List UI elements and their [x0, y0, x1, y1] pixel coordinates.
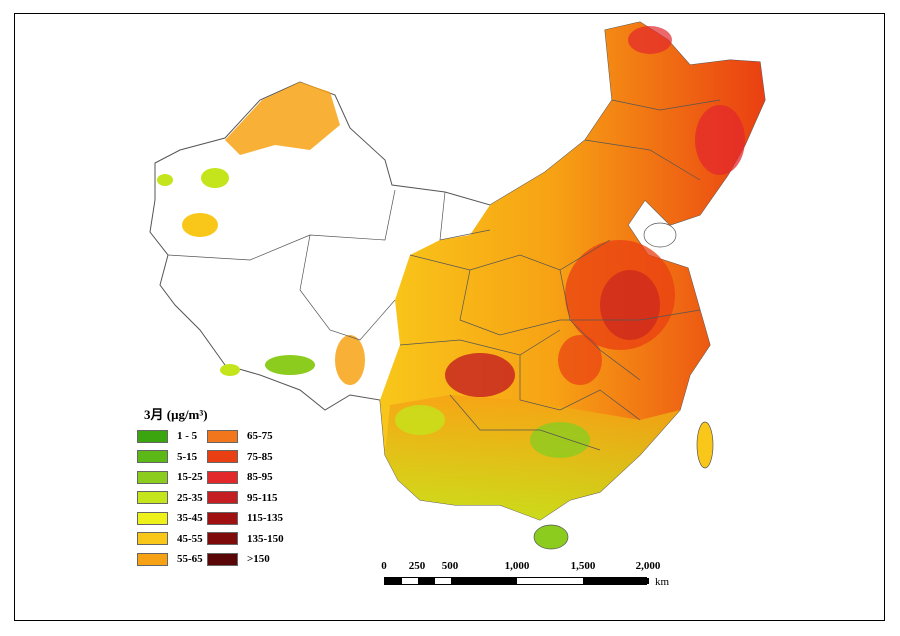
legend-item: 75-85	[207, 449, 273, 465]
scale-unit: km	[655, 576, 670, 588]
legend-swatch	[207, 511, 238, 525]
legend-label: 35-45	[177, 512, 203, 524]
legend-swatch	[207, 552, 238, 566]
legend-swatch	[137, 429, 168, 443]
legend-swatch	[137, 491, 168, 504]
scale-tick-label: 500	[441, 560, 459, 572]
legend-label: 1 - 5	[177, 430, 198, 442]
legend-item: 135-150	[207, 531, 284, 547]
patch-tibet-c	[220, 364, 240, 376]
legend-swatch	[137, 450, 168, 463]
legend-item: 95-115	[207, 490, 278, 506]
green-patch-guangxi	[530, 422, 590, 458]
legend-label: 95-115	[247, 491, 278, 504]
legend-label: 45-55	[177, 532, 203, 545]
scale-tick-label: 2,000	[635, 560, 661, 572]
legend-label: 65-75	[247, 430, 273, 442]
legend-item: 15-25	[137, 469, 203, 485]
legend-swatch	[137, 552, 168, 566]
legend-swatch	[207, 450, 238, 463]
province-boundaries	[167, 99, 721, 451]
scale-segment	[583, 578, 649, 584]
legend-swatch	[207, 470, 238, 484]
legend-label: 15-25	[177, 471, 203, 483]
legend-item: 65-75	[207, 428, 273, 444]
hotspot-central	[558, 335, 602, 385]
scale-bar-track	[384, 577, 649, 585]
region-south	[385, 395, 680, 520]
patch-xinjiang-c	[157, 174, 173, 186]
legend-item: 35-45	[137, 510, 203, 526]
legend-item: 25-35	[137, 490, 203, 506]
hotspot-northeast	[695, 105, 745, 175]
legend-label: 25-35	[177, 491, 203, 504]
legend-swatch	[137, 511, 168, 525]
legend-item: 55-65	[137, 551, 203, 567]
legend: 3月 (μg/m³) 1 - 5 5-15 15-25 25-35 35-45 45-55…	[135, 404, 305, 574]
scale-segment	[418, 578, 435, 584]
scale-bar: km 0 250 500 1,000 1,500 2,000	[380, 560, 680, 594]
legend-swatch	[137, 470, 168, 484]
taiwan-island	[696, 421, 714, 469]
legend-label: 55-65	[177, 553, 203, 565]
bohai-sea	[643, 222, 677, 248]
hainan-island	[533, 524, 569, 550]
legend-swatch	[207, 532, 238, 545]
legend-swatch	[207, 429, 238, 443]
hotspot-north-china-core	[600, 270, 660, 340]
legend-item: 1 - 5	[137, 428, 197, 444]
legend-item: >150	[207, 551, 270, 567]
legend-item: 85-95	[207, 469, 273, 485]
legend-label: 85-95	[247, 471, 273, 483]
legend-item: 5-15	[137, 449, 197, 465]
legend-label: >150	[247, 553, 270, 565]
patch-tibet-a	[265, 355, 315, 375]
legend-label: 5-15	[177, 450, 198, 463]
region-xinjiang-north	[225, 82, 340, 155]
patch-xinjiang-a	[201, 168, 229, 188]
scale-segment	[385, 578, 402, 584]
legend-item: 45-55	[137, 531, 203, 547]
legend-title: 3月 (μg/m³)	[144, 407, 208, 422]
scale-tick-label: 1,000	[504, 560, 530, 572]
scale-tick-label: 1,500	[570, 560, 596, 572]
legend-swatch	[137, 532, 168, 545]
patch-tibet-b	[335, 335, 365, 385]
legend-label: 135-150	[247, 532, 284, 545]
legend-label: 115-135	[247, 512, 284, 524]
hotspot-sichuan	[445, 353, 515, 397]
patch-xinjiang-b	[182, 213, 218, 237]
hotspot-heilongjiang	[628, 26, 672, 54]
scale-segment	[451, 578, 517, 584]
scale-tick-label: 0	[381, 560, 387, 572]
scale-tick-label: 250	[408, 560, 426, 572]
legend-label: 75-85	[247, 450, 273, 463]
green-patch-yunnan	[395, 405, 445, 435]
legend-swatch	[207, 491, 238, 504]
legend-item: 115-135	[207, 510, 283, 526]
